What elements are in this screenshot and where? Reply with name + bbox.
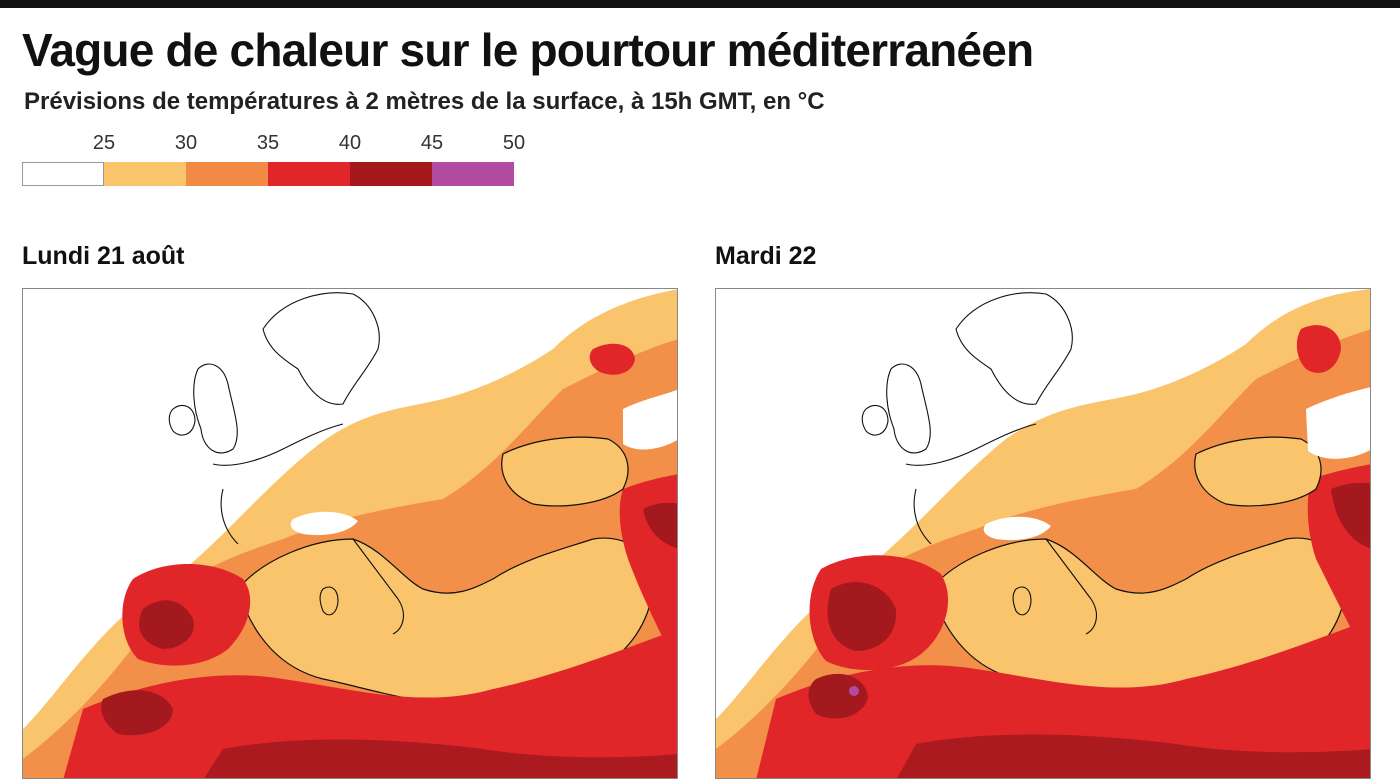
sahara-zone-40-45	[204, 739, 677, 778]
italy-outline	[1045, 538, 1097, 635]
legend-swatches	[22, 162, 514, 186]
british-isles-outline	[886, 363, 931, 454]
legend-swatch-below-25	[22, 162, 104, 186]
legend-swatch-35-40	[268, 162, 350, 186]
scandinavia-outline	[955, 292, 1073, 405]
italy-outline	[352, 538, 404, 635]
black-sea	[501, 436, 629, 507]
legend-swatch-30-35	[186, 162, 268, 186]
temperature-map-tuesday	[715, 288, 1371, 779]
western-europe-coast	[905, 423, 1037, 545]
middle-east-zone-40-45	[1331, 482, 1370, 549]
iberia-zone-40-45	[139, 600, 194, 649]
legend-tick-30: 30	[174, 132, 198, 154]
morocco-zone-40-45	[808, 673, 868, 719]
alps-zone-below-25	[290, 511, 358, 536]
scandinavia-outline	[262, 292, 380, 405]
ireland-outline	[861, 404, 889, 436]
color-legend: 25 30 35 40 45 50	[22, 132, 526, 190]
legend-tick-25: 25	[92, 132, 116, 154]
legend-tick-45: 45	[420, 132, 444, 154]
legend-tick-35: 35	[256, 132, 280, 154]
map-label-monday: Lundi 21 août	[22, 242, 185, 270]
caucasus-zone-below-25	[1306, 387, 1370, 459]
iberia-zone-40-45	[827, 581, 897, 651]
western-europe-coast	[212, 423, 344, 545]
legend-tick-50: 50	[502, 132, 526, 154]
black-sea	[1194, 436, 1322, 507]
legend-swatch-45-50	[432, 162, 514, 186]
british-isles-outline	[193, 363, 238, 454]
north-africa-zone-35-40	[756, 619, 1370, 778]
legend-swatch-40-45	[350, 162, 432, 186]
map-label-tuesday: Mardi 22	[715, 242, 817, 270]
page-subtitle: Prévisions de températures à 2 mètres de…	[24, 88, 825, 115]
caucasus-zone-below-25	[623, 389, 677, 450]
heatmap-monday	[23, 289, 677, 778]
top-rule	[0, 0, 1400, 8]
sahara-zone-40-45	[897, 734, 1370, 778]
russia-zone-35-40	[1296, 325, 1341, 373]
sardinia-outline	[319, 586, 339, 616]
heatmap-tuesday	[716, 289, 1370, 778]
sardinia-outline	[1012, 586, 1032, 616]
page-title: Vague de chaleur sur le pourtour méditer…	[22, 24, 1034, 76]
legend-tick-40: 40	[338, 132, 362, 154]
north-africa-zone-40-45	[101, 690, 173, 736]
legend-swatch-25-30	[104, 162, 186, 186]
alps-zone-below-25	[983, 516, 1051, 541]
middle-east-zone-40-45	[643, 502, 677, 549]
russia-zone-35-40	[589, 343, 635, 375]
north-africa-zone-35-40	[63, 629, 677, 778]
ireland-outline	[168, 404, 196, 436]
temperature-map-monday	[22, 288, 678, 779]
morocco-zone-45-50	[849, 686, 859, 696]
